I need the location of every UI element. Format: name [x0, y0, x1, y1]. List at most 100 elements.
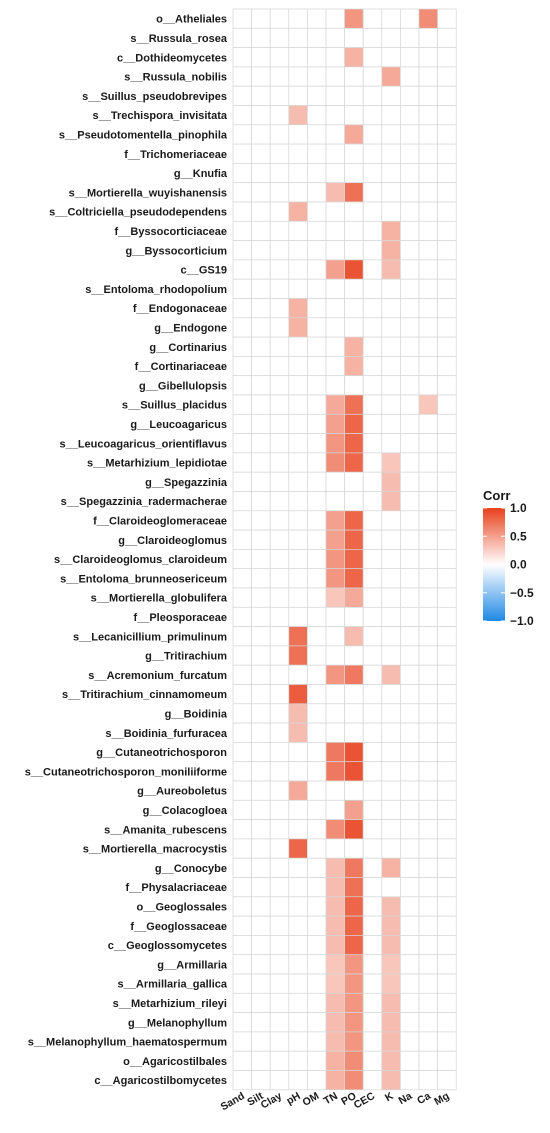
heatmap-cell	[288, 8, 308, 29]
heatmap-cell	[251, 896, 271, 917]
heatmap-cell	[232, 163, 252, 184]
heatmap-cell	[418, 838, 438, 859]
heatmap-cell	[362, 336, 383, 357]
heatmap-cell	[307, 742, 327, 763]
heatmap-cell	[269, 722, 290, 743]
heatmap-cell	[344, 1050, 364, 1071]
heatmap-cell	[307, 27, 327, 48]
heatmap-cell	[269, 124, 290, 145]
row-label: s__Entoloma_rhodopolium	[85, 284, 227, 296]
heatmap-cell	[344, 85, 364, 106]
heatmap-cell	[344, 742, 364, 763]
heatmap-cell	[288, 163, 308, 184]
heatmap-cell	[232, 896, 252, 917]
heatmap-cell	[437, 780, 457, 801]
heatmap-cell	[381, 85, 401, 106]
heatmap-cell	[232, 819, 252, 840]
heatmap-cell	[232, 375, 252, 396]
heatmap-cell	[400, 915, 420, 936]
heatmap-cell	[269, 85, 290, 106]
heatmap-cell	[362, 163, 383, 184]
heatmap-cell	[418, 240, 438, 261]
heatmap-cell	[288, 27, 308, 48]
heatmap-cell	[251, 1070, 271, 1091]
heatmap-cell	[325, 780, 345, 801]
heatmap-cell	[288, 857, 308, 878]
heatmap-cell	[232, 877, 252, 898]
heatmap-cell	[344, 375, 364, 396]
heatmap-cell	[288, 626, 308, 647]
heatmap-cell	[344, 66, 364, 87]
heatmap-cell	[232, 66, 252, 87]
row-label: s__Boidinia_furfuracea	[105, 728, 228, 740]
heatmap-cell	[288, 587, 308, 608]
column-label: Sand	[219, 1090, 247, 1113]
heatmap-cell	[232, 722, 252, 743]
heatmap-cell	[288, 799, 308, 820]
heatmap-cell	[307, 394, 327, 415]
heatmap-cell	[400, 896, 420, 917]
heatmap-cell	[251, 915, 271, 936]
heatmap-cell	[418, 915, 438, 936]
heatmap-cell	[288, 278, 308, 299]
heatmap-cell	[325, 838, 345, 859]
heatmap-cell	[381, 761, 401, 782]
heatmap-cell	[307, 838, 327, 859]
heatmap-cell	[400, 529, 420, 550]
heatmap-cell	[288, 336, 308, 357]
heatmap-cell	[437, 356, 457, 377]
heatmap-cell	[437, 992, 457, 1013]
heatmap-cell	[307, 780, 327, 801]
heatmap-cell	[344, 973, 364, 994]
heatmap-cell	[400, 201, 420, 222]
heatmap-cell	[251, 1012, 271, 1033]
heatmap-cell	[437, 703, 457, 724]
heatmap-cell	[288, 124, 308, 145]
row-label: s__Russula_rosea	[130, 33, 227, 45]
heatmap-cell	[288, 915, 308, 936]
heatmap-cell	[418, 742, 438, 763]
heatmap-cell	[418, 336, 438, 357]
heatmap-cell	[269, 973, 290, 994]
heatmap-cell	[269, 375, 290, 396]
heatmap-cell	[251, 722, 271, 743]
heatmap-cell	[269, 413, 290, 434]
heatmap-cell	[251, 799, 271, 820]
heatmap-cell	[325, 549, 345, 570]
heatmap-cell	[288, 761, 308, 782]
heatmap-cell	[418, 47, 438, 68]
heatmap-cell	[400, 703, 420, 724]
heatmap-cell	[344, 356, 364, 377]
heatmap-cell	[418, 124, 438, 145]
heatmap-cell	[232, 606, 252, 627]
heatmap-cell	[232, 838, 252, 859]
heatmap-cell	[232, 761, 252, 782]
heatmap-cell	[362, 278, 383, 299]
heatmap-cell	[381, 394, 401, 415]
heatmap-cell	[437, 66, 457, 87]
heatmap-cell	[400, 240, 420, 261]
heatmap-cell	[251, 703, 271, 724]
heatmap-cell	[437, 1050, 457, 1071]
row-label: c__Dothideomycetes	[117, 52, 227, 64]
heatmap-cell	[269, 1012, 290, 1033]
heatmap-cell	[232, 220, 252, 241]
heatmap-cell	[269, 240, 290, 261]
row-label: g__Leucoagaricus	[130, 419, 227, 431]
heatmap-cell	[251, 220, 271, 241]
heatmap-cell	[381, 510, 401, 531]
heatmap-cell	[418, 471, 438, 492]
heatmap-cell	[362, 220, 383, 241]
heatmap-cell	[381, 915, 401, 936]
heatmap-cell	[400, 163, 420, 184]
row-label: s__Amanita_rubescens	[104, 824, 227, 836]
heatmap-cell	[437, 336, 457, 357]
heatmap-cell	[269, 8, 290, 29]
heatmap-cell	[418, 394, 438, 415]
heatmap-cell	[381, 549, 401, 570]
heatmap-cell	[381, 1012, 401, 1033]
legend-title: Corr	[483, 488, 510, 503]
heatmap-cell	[344, 684, 364, 705]
heatmap-cell	[362, 66, 383, 87]
heatmap-cell	[381, 780, 401, 801]
